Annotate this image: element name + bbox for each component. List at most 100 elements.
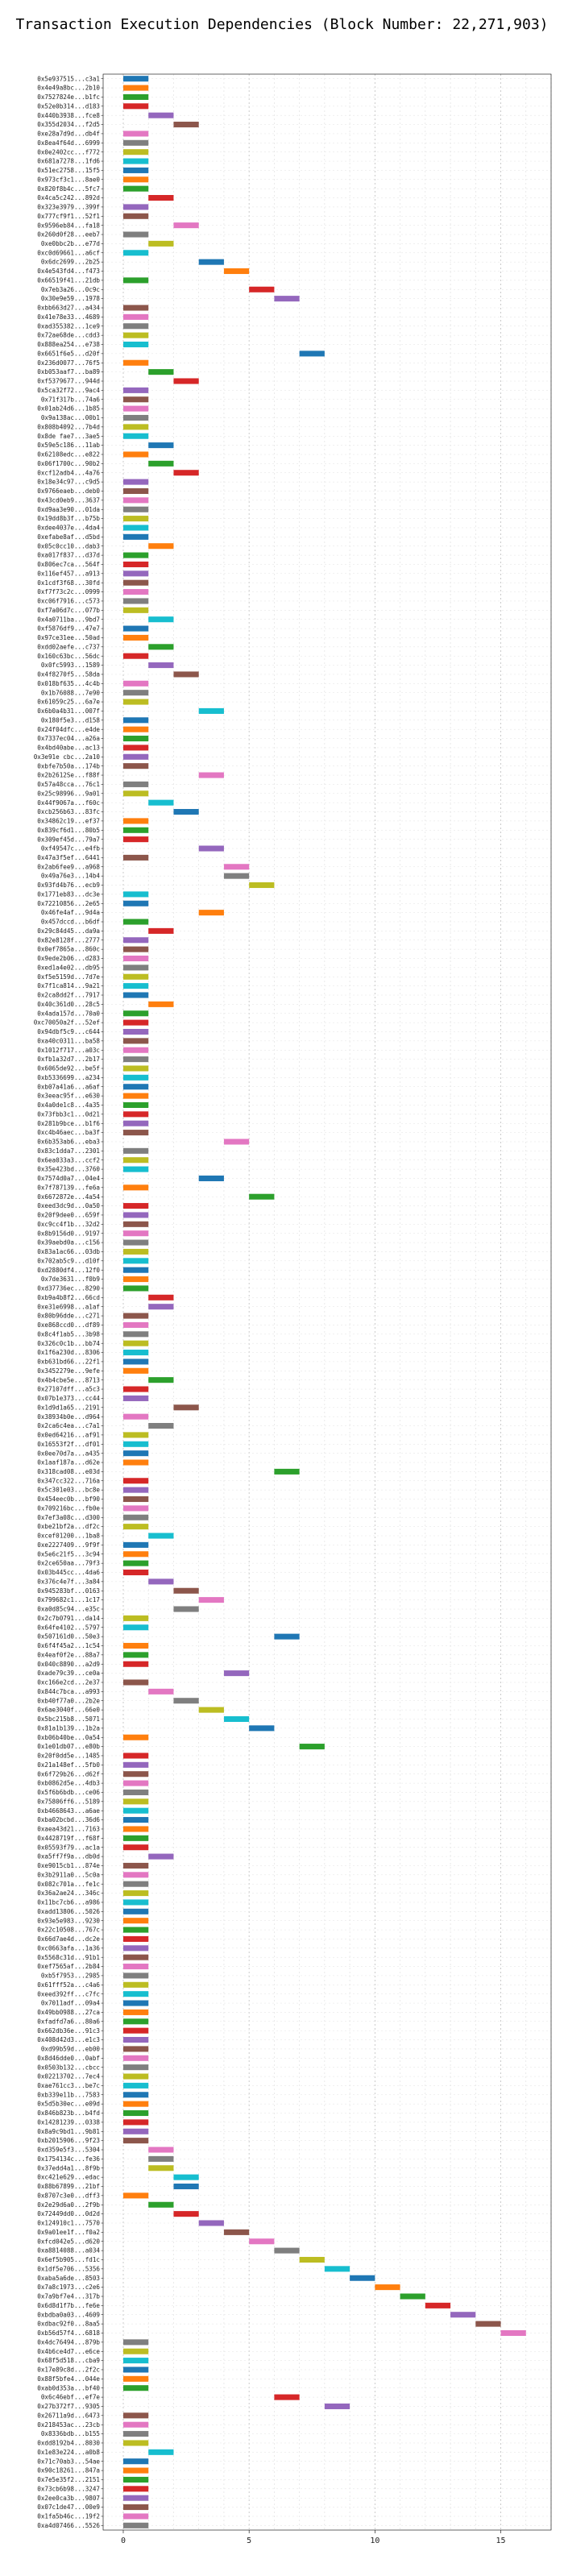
task-bar [500, 2329, 526, 2337]
task-bar [122, 1495, 149, 1503]
y-tick-label: 0xc0d69661...a6cf [37, 249, 100, 256]
task-bar [122, 1239, 149, 1246]
y-tick-label: 0xc166e2cd...2e37 [37, 1679, 100, 1686]
task-bar [122, 1991, 149, 1997]
y-tick-label: 0x507161d0...50e3 [37, 1633, 100, 1641]
task-bar [249, 286, 275, 292]
task-bar [122, 2027, 149, 2034]
task-bar [148, 112, 174, 118]
y-tick-label: 0x2ee0ca3b...9807 [37, 2495, 100, 2502]
y-tick-label: 0x43cd0eb9...3637 [37, 496, 100, 504]
task-bar [122, 1459, 149, 1466]
task-bar [122, 2495, 149, 2501]
task-bar [122, 139, 149, 146]
y-tick-label: 0x39aebd0a...c156 [37, 1239, 100, 1247]
task-bar [148, 460, 174, 467]
y-tick-label: 0x38934b0e...d964 [37, 1413, 100, 1421]
task-bar [122, 1203, 149, 1209]
task-bar [122, 313, 149, 320]
task-bar [148, 2201, 174, 2208]
task-bar [122, 1798, 149, 1805]
task-bar [122, 1918, 149, 1924]
task-bar [122, 2458, 149, 2465]
y-tick-label: 0x702ab5c9...d10f [37, 1257, 100, 1264]
y-tick-label: 0x9766eaeb...deb0 [37, 487, 100, 495]
task-bar [122, 1230, 149, 1237]
y-tick-label: 0xdd02aefe...c737 [37, 643, 100, 650]
y-tick-label: 0x323e3979...399f [37, 204, 100, 211]
task-bar [122, 2339, 149, 2346]
y-tick-label: 0xe9015cb1...874e [37, 1862, 100, 1869]
y-tick-label: 0xf5e5159d...7d7e [37, 973, 100, 981]
y-tick-label: 0x66519f41...21db [37, 276, 100, 284]
y-tick-label: 0xb9a4b8f2...66cd [37, 1294, 100, 1301]
task-bar [122, 1047, 149, 1053]
task-bar [350, 2275, 375, 2281]
y-tick-label: 0x49a76e3...14b4 [41, 873, 101, 880]
task-bar [122, 323, 149, 330]
y-tick-label: 0x2ce650aa...79f3 [37, 1560, 100, 1567]
y-tick-label: 0x440b3938...fce8 [37, 112, 100, 119]
task-bar [122, 2375, 149, 2382]
task-bar [249, 1725, 275, 1732]
y-tick-label: 0xbdba0a03...4609 [37, 2311, 100, 2318]
y-tick-label: 0x7de3631...f0b9 [41, 1276, 101, 1283]
task-bar [122, 305, 149, 311]
task-bar [122, 1267, 149, 1273]
y-tick-label: 0x1754134c...fe36 [37, 2155, 100, 2163]
task-bar [122, 937, 149, 944]
task-bar [148, 240, 174, 247]
task-bar [122, 634, 149, 641]
y-tick-label: 0x318cad08...e03d [37, 1468, 100, 1475]
y-tick-label: 0x116ef457...a913 [37, 570, 100, 577]
y-tick-label: 0x5f6b6bdb...ce06 [37, 1789, 100, 1796]
task-bar [148, 1578, 174, 1585]
task-bar [122, 277, 149, 284]
task-bar [122, 479, 149, 485]
task-bar [223, 873, 250, 879]
task-bar [148, 1001, 174, 1007]
y-tick-label: 0x6f729b26...d62f [37, 1770, 100, 1777]
task-bar [198, 2220, 224, 2226]
task-bar [122, 552, 149, 558]
y-tick-label: 0x799682c1...1c17 [37, 1596, 100, 1603]
y-tick-label: 0x73cb6b98...3247 [37, 2485, 100, 2492]
task-bar [122, 607, 149, 613]
task-bar [148, 2449, 174, 2455]
task-bar [173, 1404, 199, 1411]
y-tick-label: 0x7a8c1973...c2e6 [37, 2284, 100, 2291]
y-tick-label: 0x01ab24d6...1b85 [37, 405, 100, 413]
task-bar [450, 2312, 476, 2318]
task-bar [274, 1468, 300, 1475]
task-bar [198, 707, 224, 714]
task-bar [122, 992, 149, 998]
task-bar [122, 204, 149, 210]
task-bar [122, 1258, 149, 1264]
task-bar [122, 1872, 149, 1878]
task-bar [198, 910, 224, 916]
y-tick-label: 0x4b4cbe5e...8713 [37, 1376, 100, 1383]
task-bar [223, 268, 250, 275]
y-tick-label: 0x35e423bd...3760 [37, 1166, 100, 1173]
y-tick-label: 0xcf12adb4...4a76 [37, 469, 100, 476]
task-bar [122, 1276, 149, 1283]
task-bar [122, 1130, 149, 1136]
x-tick-label: 0 [121, 2537, 126, 2545]
task-bar [122, 2513, 149, 2520]
y-tick-label: 0xab0d353a...bf40 [37, 2384, 100, 2391]
task-bar [324, 2266, 350, 2272]
task-bar [148, 442, 174, 449]
y-tick-label: 0x082c701a...fe1c [37, 1881, 100, 1888]
task-bar [122, 2421, 149, 2428]
task-bar [122, 589, 149, 595]
y-tick-label: 0xd359e5f3...5304 [37, 2147, 100, 2154]
task-bar [122, 2073, 149, 2080]
task-bar [122, 690, 149, 696]
task-bar [475, 2321, 501, 2327]
y-tick-label: 0x17e89c8d...2f2c [37, 2367, 100, 2374]
task-bar [122, 1019, 149, 1026]
y-tick-label: 0x160c63bc...56dc [37, 653, 100, 660]
y-tick-label: 0x846b823b...b4fd [37, 2109, 100, 2117]
task-bar [122, 2431, 149, 2437]
task-bar [122, 405, 149, 412]
